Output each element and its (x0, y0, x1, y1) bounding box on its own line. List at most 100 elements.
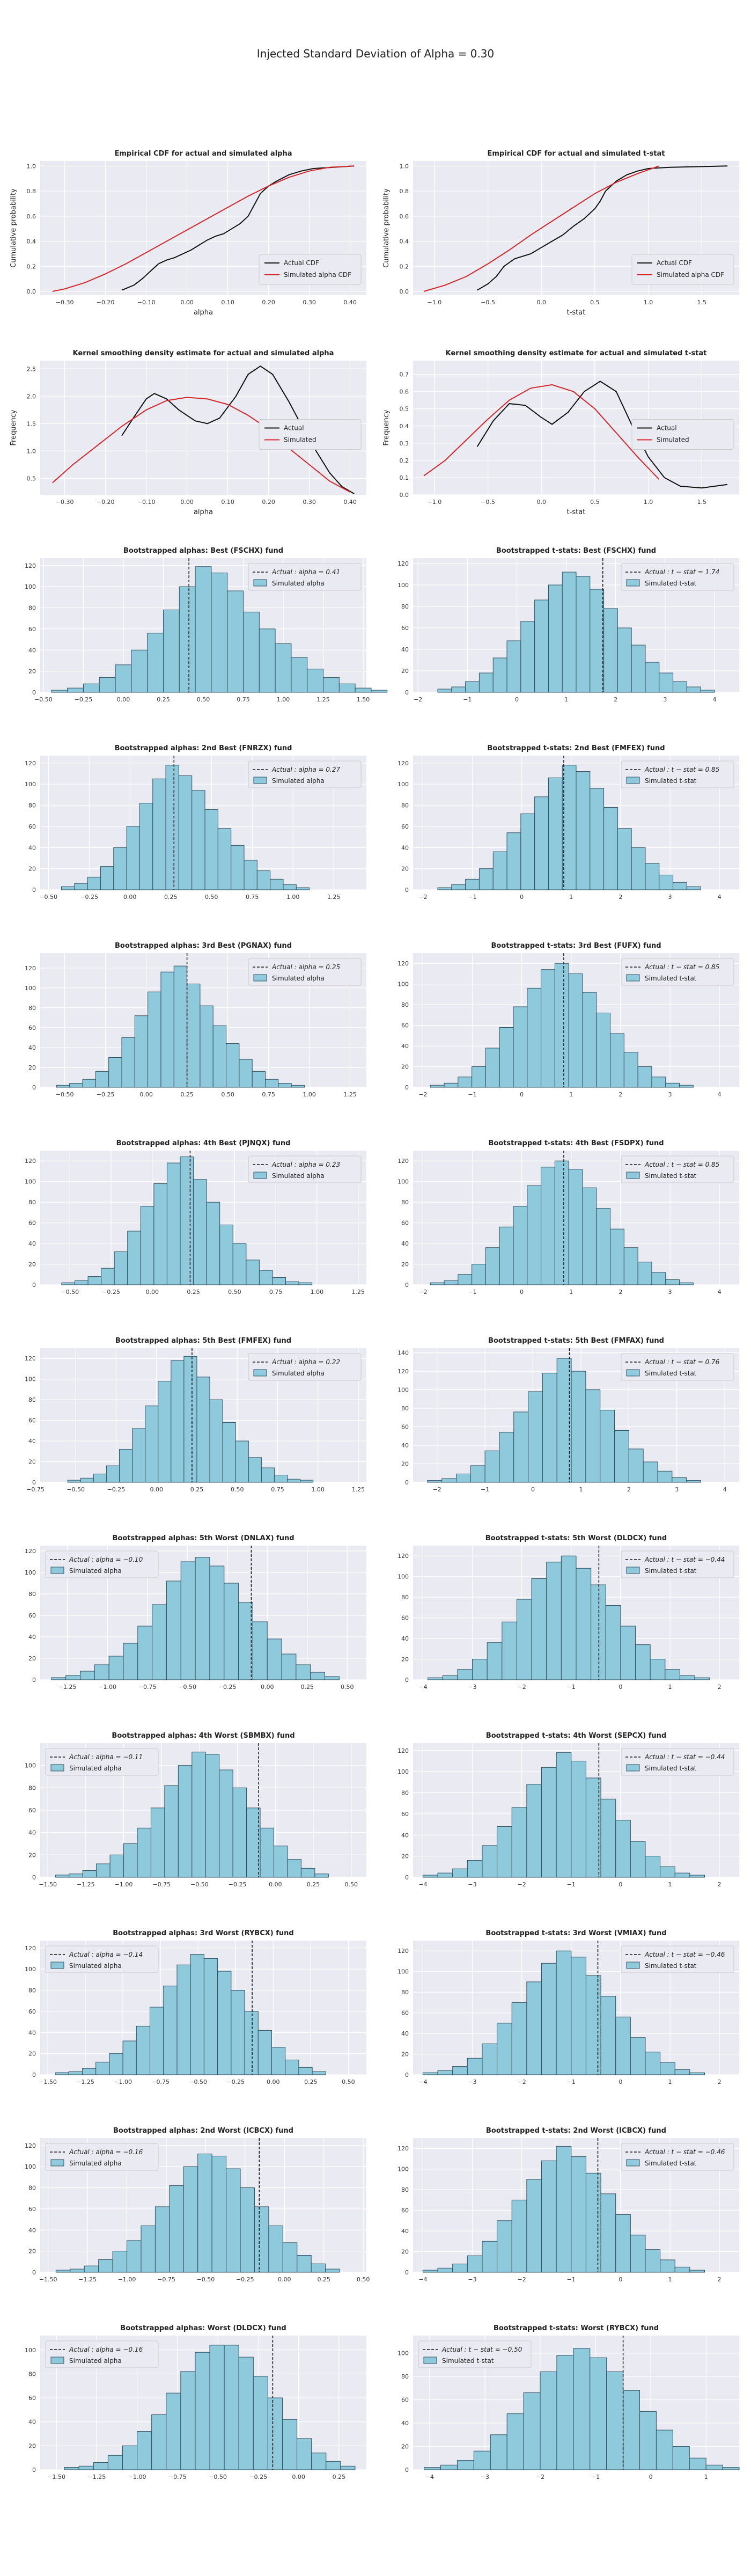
histogram-bar (93, 2462, 108, 2470)
y-tick-label: 20 (28, 1261, 36, 1268)
x-tick-label: 0.25 (333, 2473, 346, 2480)
legend-box (45, 2340, 159, 2368)
histogram-bar (485, 1048, 500, 1088)
histogram-bar (470, 1465, 485, 1483)
histogram-bar (485, 1247, 500, 1285)
histogram-bar (520, 813, 535, 890)
histogram-bar (441, 1478, 457, 1483)
legend: Actual : alpha = −0.16 Simulated alpha (45, 2340, 159, 2368)
histogram-bar (623, 1247, 638, 1285)
legend-box (621, 563, 734, 591)
histogram-bar (219, 1224, 233, 1285)
histogram-bar (452, 1868, 468, 1878)
chart-title: Bootstrapped t-stats: 2nd Worst (ICBCX) … (486, 2127, 666, 2135)
histogram-bar (534, 599, 549, 693)
histogram-bar (252, 1621, 268, 1680)
histogram-bar (490, 2434, 507, 2470)
x-tick-label: 3 (668, 1289, 672, 1296)
histogram-bar (291, 1085, 305, 1088)
x-tick-label: 0.25 (300, 1684, 314, 1690)
y-tick-label: 80 (401, 2186, 409, 2193)
legend: Actual : t − stat = 0.85 Simulated t-stat (621, 760, 734, 788)
histogram-bar (637, 1262, 652, 1285)
histogram-bar (440, 2464, 458, 2470)
x-tick-label: 0.00 (117, 696, 130, 703)
x-tick-label: 0.50 (205, 894, 218, 901)
histogram-bar (261, 1467, 275, 1483)
x-tick-label: −1 (468, 894, 476, 901)
series-line (477, 165, 728, 291)
chart-title: Bootstrapped alphas: Best (FSCHX) fund (123, 547, 283, 555)
x-tick-label: −0.75 (151, 2079, 170, 2085)
x-tick-label: −3 (468, 2276, 476, 2283)
y-tick-label: 0 (32, 1084, 36, 1091)
histogram-bar (645, 662, 660, 693)
y-tick-label: 100 (25, 1966, 36, 1973)
chart-title: Kernel smoothing density estimate for ac… (73, 349, 334, 357)
legend-label-actual: Actual : alpha = −0.16 (69, 2346, 143, 2353)
y-tick-label: 40 (28, 2419, 36, 2426)
legend-swatch-simulated (626, 579, 640, 587)
x-tick-label: 0 (520, 894, 524, 901)
histogram-bar (631, 645, 646, 693)
y-tick-label: 40 (401, 646, 409, 653)
histogram-bar (571, 2156, 586, 2273)
histogram-bar (437, 1872, 453, 1878)
x-tick-label: 1.50 (357, 696, 370, 703)
y-axis-label: Frequency (10, 409, 18, 445)
y-tick-label: 80 (28, 2185, 36, 2192)
histogram-bar (546, 1562, 562, 1680)
histogram-bar (689, 2270, 705, 2273)
histogram-bar (590, 2357, 607, 2470)
histogram-bar (665, 1279, 680, 1285)
histogram-bar (603, 807, 618, 890)
y-tick-label: 0 (405, 887, 409, 894)
legend-box (248, 563, 362, 591)
x-tick-label: 3 (668, 1091, 672, 1098)
histogram-bar (82, 2068, 97, 2075)
x-tick-label: −4 (418, 1684, 427, 1690)
histogram-bar (326, 2461, 341, 2470)
y-tick-label: 0 (32, 1282, 36, 1289)
x-tick-label: 0.25 (187, 1289, 200, 1296)
histogram-bar (119, 1448, 133, 1483)
histogram-bar (541, 2160, 557, 2273)
histogram-bar (554, 1160, 569, 1285)
y-tick-label: 120 (25, 2142, 36, 2149)
legend: Actual : alpha = 0.25 Simulated alpha (248, 958, 362, 986)
histogram-bar (686, 886, 701, 890)
x-tick-label: −1.25 (87, 2473, 106, 2480)
x-tick-label: −1.00 (128, 2473, 146, 2480)
histogram-bar (484, 1450, 500, 1483)
y-tick-label: 1.0 (27, 448, 36, 455)
x-tick-label: 1.25 (351, 1289, 365, 1296)
histogram-bar (582, 1187, 597, 1285)
y-tick-label: 120 (397, 1747, 409, 1754)
y-tick-label: 40 (401, 2228, 409, 2235)
legend-label: Simulated alpha CDF (657, 271, 724, 279)
histogram-bar (513, 1411, 529, 1483)
x-tick-label: −2 (414, 696, 422, 703)
x-tick-label: −2 (418, 894, 427, 901)
histogram-bar (576, 771, 591, 890)
y-tick-label: 1.0 (27, 163, 36, 170)
y-tick-label: 1.5 (27, 420, 36, 427)
histogram-bar (457, 1669, 473, 1680)
histogram-bar (422, 1875, 438, 1878)
x-tick-label: −0.25 (97, 1091, 115, 1098)
y-tick-label: 0 (405, 2467, 409, 2473)
histogram-bar (84, 2265, 99, 2273)
x-tick-label: 1.25 (327, 894, 341, 901)
y-tick-label: 0 (32, 2072, 36, 2079)
x-tick-label: 1 (668, 2276, 672, 2283)
histogram-bar (568, 1169, 583, 1285)
histogram-bar (660, 2062, 675, 2075)
histogram-bar (101, 1268, 115, 1285)
chart-title: Bootstrapped alphas: Worst (DLDCX) fund (120, 2324, 286, 2332)
histogram-bar (56, 1085, 70, 1088)
histogram-bar (108, 1057, 122, 1088)
y-tick-label: 20 (401, 866, 409, 873)
histogram-bar (465, 879, 480, 890)
chart-1: 0.0 0.2 0.4 0.6 0.8 1.0 −0.30 −0.20 −0.10 0.00 0.1… (10, 150, 366, 317)
histogram-bar (582, 992, 597, 1088)
